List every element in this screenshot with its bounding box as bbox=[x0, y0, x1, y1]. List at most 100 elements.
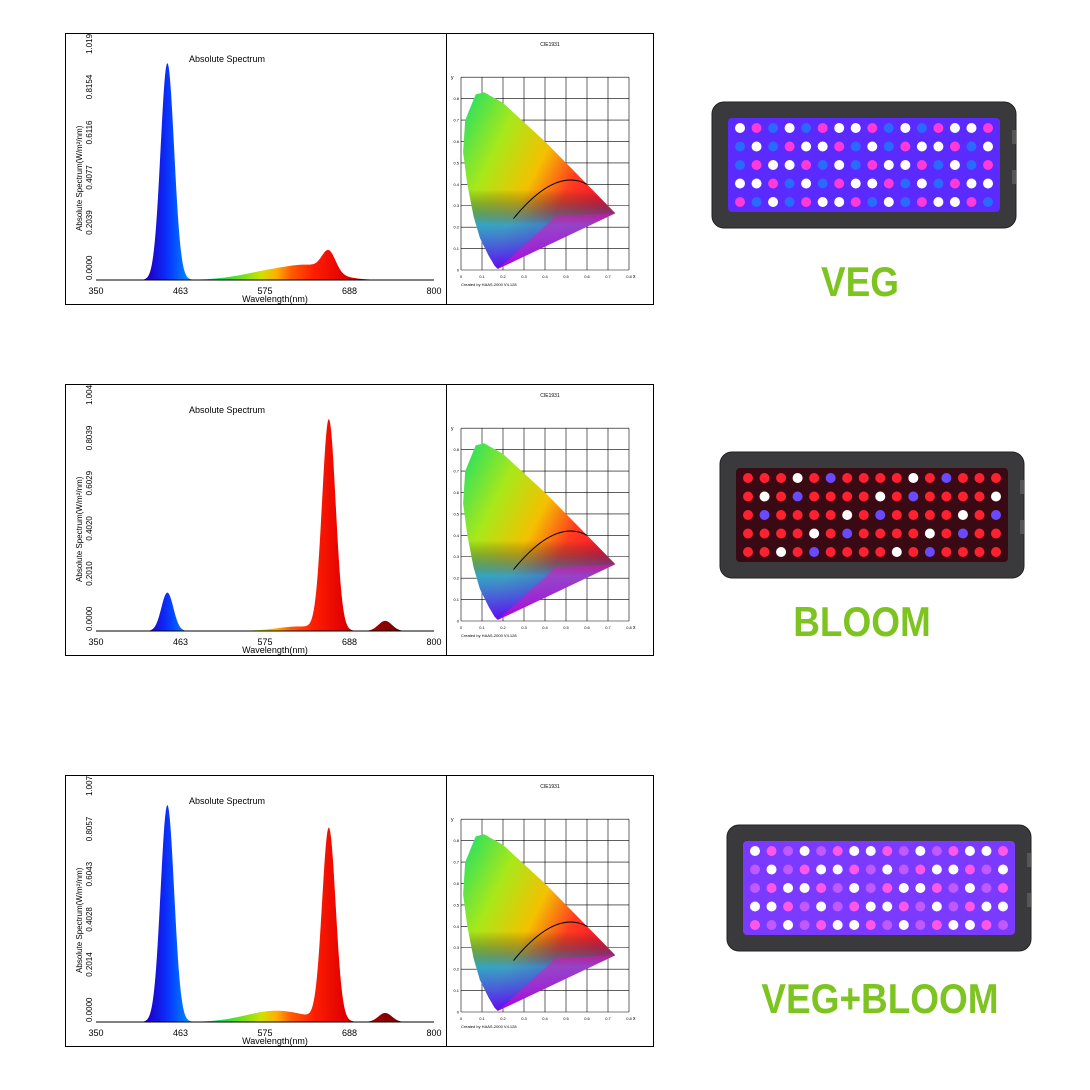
led bbox=[941, 547, 952, 557]
led bbox=[825, 547, 836, 557]
led bbox=[751, 123, 762, 133]
y-tick-label: 0.2010 bbox=[85, 561, 94, 586]
led bbox=[834, 197, 845, 207]
led bbox=[849, 920, 860, 930]
led bbox=[941, 528, 952, 539]
cie-y-tick: 0 bbox=[457, 1010, 460, 1015]
led bbox=[817, 141, 828, 152]
led bbox=[750, 864, 760, 875]
cie-y-tick: 0.7 bbox=[453, 118, 459, 123]
spectrum-area bbox=[133, 63, 404, 280]
led bbox=[832, 920, 843, 930]
led bbox=[759, 528, 770, 539]
cie-x-tick: 0.2 bbox=[500, 625, 506, 630]
cie-y-tick: 0.8 bbox=[453, 96, 459, 101]
led bbox=[858, 510, 869, 520]
led bbox=[750, 901, 760, 912]
cie-y-tick: 0.1 bbox=[453, 988, 459, 993]
x-tick-label: 350 bbox=[88, 286, 103, 296]
x-tick-label: 575 bbox=[257, 286, 272, 296]
led bbox=[799, 883, 810, 893]
cie-x-tick: 0.5 bbox=[563, 1016, 569, 1021]
led bbox=[743, 510, 753, 520]
x-tick-label: 800 bbox=[426, 637, 441, 647]
cie-y-label: y bbox=[451, 75, 454, 81]
led bbox=[948, 883, 959, 893]
led bbox=[964, 864, 975, 875]
led bbox=[882, 846, 893, 856]
led bbox=[964, 920, 975, 930]
led bbox=[933, 160, 944, 170]
led bbox=[931, 883, 942, 893]
cie-x-tick: 0.1 bbox=[479, 274, 485, 279]
cie-x-label: x bbox=[633, 625, 636, 631]
cie-y-tick: 0.4 bbox=[453, 533, 459, 538]
x-tick-label: 575 bbox=[257, 637, 272, 647]
led bbox=[735, 141, 745, 152]
led bbox=[957, 473, 968, 483]
led bbox=[759, 473, 770, 483]
spectrum-plot: Absolute Spectrum 350 463 575 688 800 Waveleng… bbox=[75, 34, 442, 304]
cie-y-tick: 0.2 bbox=[453, 225, 459, 230]
cie-diagram: CIE1931 y x 0 0 0.1 0.1 0.2 0.2 0.3 0.3 0.4 0.4 0.5 0.… bbox=[447, 775, 654, 1047]
led bbox=[898, 883, 909, 893]
led bbox=[735, 178, 745, 189]
y-tick-label: 0.0000 bbox=[85, 606, 94, 631]
led bbox=[849, 901, 860, 912]
led bbox=[784, 160, 795, 170]
led bbox=[832, 901, 843, 912]
led bbox=[882, 920, 893, 930]
led bbox=[908, 473, 919, 483]
x-tick-label: 575 bbox=[257, 1028, 272, 1038]
led bbox=[883, 197, 894, 207]
led bbox=[768, 160, 779, 170]
led bbox=[964, 901, 975, 912]
led bbox=[948, 901, 959, 912]
led bbox=[743, 491, 753, 502]
cie-x-tick: 0.8 bbox=[626, 625, 632, 630]
led bbox=[883, 141, 894, 152]
led bbox=[981, 864, 992, 875]
planckian-locus bbox=[513, 179, 588, 219]
led bbox=[908, 547, 919, 557]
led bbox=[842, 528, 853, 539]
led bbox=[801, 123, 812, 133]
cie-plot: CIE1931 y x 00 0.1 0.1 0.2 0.2 0.3 0.3 0.4 0.4 0.5 0.… bbox=[451, 393, 636, 638]
led bbox=[891, 547, 902, 557]
x-tick-label: 688 bbox=[342, 286, 357, 296]
cie-x-tick: 0 bbox=[460, 625, 463, 630]
cie-y-tick: 0.6 bbox=[453, 881, 459, 886]
y-tick-label: 0.0000 bbox=[85, 997, 94, 1022]
led bbox=[849, 864, 860, 875]
led bbox=[801, 141, 812, 152]
led bbox=[801, 178, 812, 189]
led bbox=[949, 178, 960, 189]
cie-y-tick: 0.2 bbox=[453, 576, 459, 581]
led bbox=[981, 846, 992, 856]
led bbox=[858, 547, 869, 557]
led bbox=[983, 141, 993, 152]
led bbox=[974, 510, 985, 520]
cie-x-tick: 0.3 bbox=[521, 625, 527, 630]
cie-x-tick: 0.7 bbox=[605, 1016, 611, 1021]
led bbox=[966, 178, 977, 189]
row-veg: Absolute Spectrum 350 463 575 688 800 Waveleng… bbox=[0, 33, 1090, 313]
led bbox=[883, 123, 894, 133]
cie-y-tick: 0.7 bbox=[453, 860, 459, 865]
led bbox=[867, 197, 878, 207]
led bbox=[915, 846, 926, 856]
led bbox=[916, 141, 927, 152]
cie-title: CIE1931 bbox=[540, 393, 560, 399]
y-tick-label: 0.4028 bbox=[85, 907, 94, 932]
mode-label-veg: VEG bbox=[820, 258, 900, 305]
led bbox=[842, 491, 853, 502]
y-tick-label: 0.6029 bbox=[85, 470, 94, 495]
led bbox=[957, 528, 968, 539]
led bbox=[924, 528, 935, 539]
led bbox=[900, 141, 911, 152]
led bbox=[875, 473, 886, 483]
row-bloom: Absolute Spectrum 350 463 575 688 800 Waveleng… bbox=[0, 384, 1090, 664]
led bbox=[915, 883, 926, 893]
led bbox=[816, 864, 827, 875]
cie-x-label: x bbox=[633, 1016, 636, 1022]
